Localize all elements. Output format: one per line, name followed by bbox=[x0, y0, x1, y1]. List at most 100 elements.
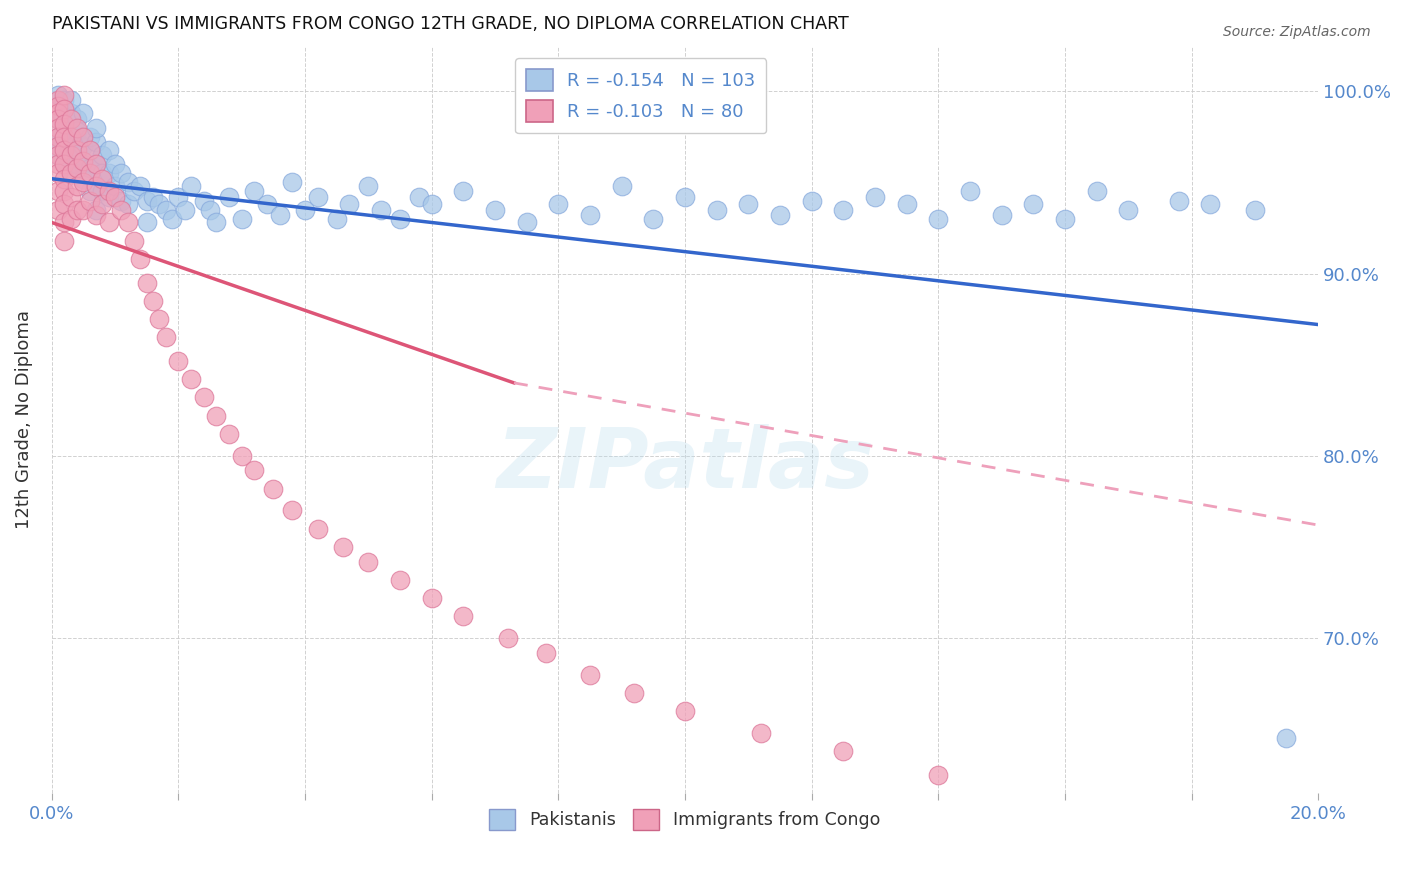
Point bbox=[59, 148, 82, 162]
Point bbox=[72, 202, 94, 217]
Point bbox=[72, 129, 94, 144]
Point bbox=[534, 646, 557, 660]
Point bbox=[990, 208, 1012, 222]
Point bbox=[863, 190, 886, 204]
Point bbox=[160, 211, 183, 226]
Point bbox=[46, 93, 69, 107]
Point bbox=[59, 129, 82, 144]
Point bbox=[53, 103, 76, 117]
Point bbox=[104, 157, 127, 171]
Point bbox=[117, 215, 139, 229]
Point bbox=[91, 185, 114, 199]
Point bbox=[231, 211, 253, 226]
Point bbox=[46, 202, 69, 217]
Point bbox=[643, 211, 665, 226]
Point bbox=[59, 190, 82, 204]
Point bbox=[198, 202, 221, 217]
Y-axis label: 12th Grade, No Diploma: 12th Grade, No Diploma bbox=[15, 310, 32, 529]
Point bbox=[453, 609, 475, 624]
Point bbox=[269, 208, 291, 222]
Point bbox=[579, 208, 602, 222]
Point bbox=[262, 482, 284, 496]
Point bbox=[53, 103, 76, 117]
Point bbox=[91, 166, 114, 180]
Point bbox=[357, 554, 380, 568]
Point bbox=[117, 197, 139, 211]
Point bbox=[453, 185, 475, 199]
Point bbox=[91, 197, 114, 211]
Point bbox=[110, 166, 132, 180]
Point bbox=[97, 143, 120, 157]
Point bbox=[155, 330, 177, 344]
Point bbox=[388, 211, 411, 226]
Point bbox=[1243, 202, 1265, 217]
Point bbox=[516, 215, 538, 229]
Point bbox=[53, 143, 76, 157]
Point bbox=[180, 372, 202, 386]
Point bbox=[53, 120, 76, 135]
Point bbox=[46, 185, 69, 199]
Point bbox=[1275, 731, 1298, 746]
Point bbox=[66, 148, 89, 162]
Point bbox=[46, 112, 69, 126]
Point bbox=[256, 197, 278, 211]
Point bbox=[59, 93, 82, 107]
Point bbox=[97, 185, 120, 199]
Point bbox=[281, 175, 304, 189]
Point bbox=[53, 87, 76, 102]
Point bbox=[66, 202, 89, 217]
Point bbox=[408, 190, 430, 204]
Point bbox=[53, 157, 76, 171]
Point bbox=[79, 143, 101, 157]
Point bbox=[53, 129, 76, 144]
Point bbox=[673, 190, 696, 204]
Point bbox=[1167, 194, 1189, 208]
Point bbox=[927, 768, 949, 782]
Point bbox=[46, 129, 69, 144]
Point bbox=[59, 211, 82, 226]
Point bbox=[193, 194, 215, 208]
Point bbox=[66, 157, 89, 171]
Point bbox=[484, 202, 506, 217]
Point bbox=[832, 744, 855, 758]
Point bbox=[800, 194, 823, 208]
Point bbox=[53, 234, 76, 248]
Point bbox=[46, 99, 69, 113]
Point bbox=[46, 148, 69, 162]
Point bbox=[46, 87, 69, 102]
Point bbox=[72, 175, 94, 189]
Point bbox=[148, 312, 170, 326]
Point bbox=[79, 161, 101, 175]
Point bbox=[59, 157, 82, 171]
Point bbox=[66, 161, 89, 175]
Point bbox=[122, 234, 145, 248]
Point bbox=[496, 631, 519, 645]
Point bbox=[72, 129, 94, 144]
Text: PAKISTANI VS IMMIGRANTS FROM CONGO 12TH GRADE, NO DIPLOMA CORRELATION CHART: PAKISTANI VS IMMIGRANTS FROM CONGO 12TH … bbox=[52, 15, 848, 33]
Point bbox=[104, 190, 127, 204]
Point bbox=[388, 573, 411, 587]
Point bbox=[959, 185, 981, 199]
Point bbox=[1022, 197, 1045, 211]
Point bbox=[623, 686, 645, 700]
Point bbox=[66, 124, 89, 138]
Point bbox=[129, 179, 152, 194]
Point bbox=[91, 171, 114, 186]
Point bbox=[72, 106, 94, 120]
Text: Source: ZipAtlas.com: Source: ZipAtlas.com bbox=[1223, 25, 1371, 39]
Point bbox=[66, 112, 89, 126]
Point bbox=[59, 166, 82, 180]
Point bbox=[180, 179, 202, 194]
Point bbox=[135, 215, 157, 229]
Point bbox=[79, 129, 101, 144]
Point bbox=[243, 185, 266, 199]
Point bbox=[325, 211, 347, 226]
Point bbox=[53, 117, 76, 131]
Point bbox=[370, 202, 392, 217]
Point bbox=[66, 135, 89, 149]
Point bbox=[53, 215, 76, 229]
Point bbox=[243, 463, 266, 477]
Point bbox=[117, 175, 139, 189]
Point bbox=[148, 197, 170, 211]
Point bbox=[84, 120, 107, 135]
